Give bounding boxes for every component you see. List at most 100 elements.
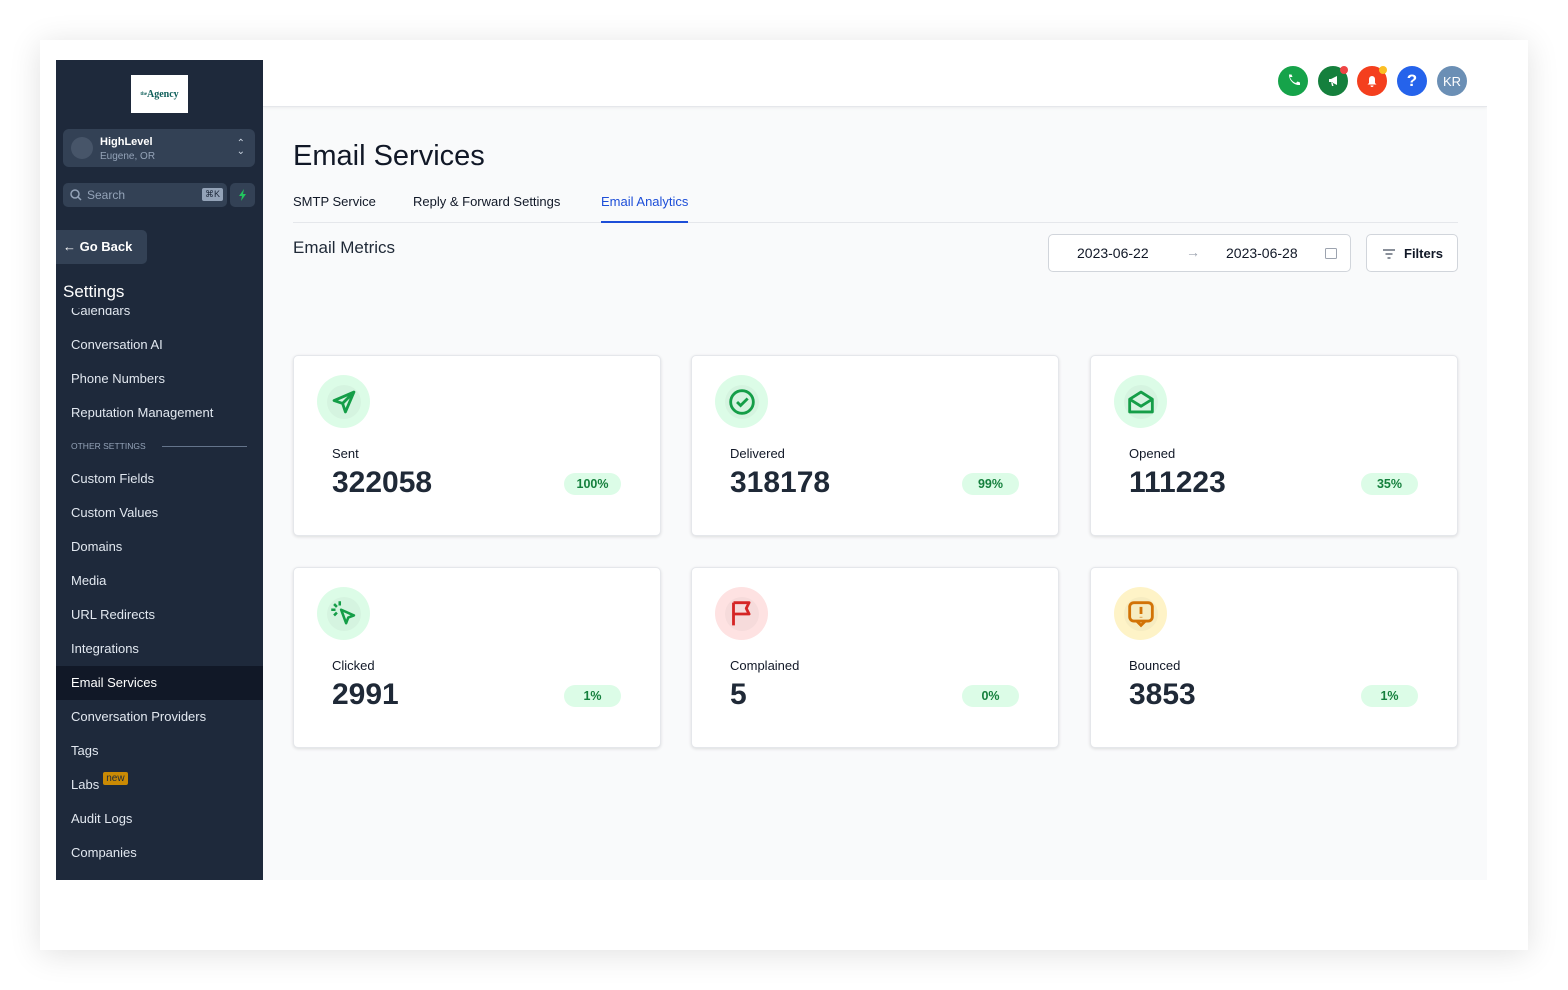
quick-action[interactable] <box>230 183 255 207</box>
nav-badge: new <box>103 772 128 785</box>
metric-icon <box>1114 375 1167 428</box>
logo-name: Agency <box>147 88 179 100</box>
nav-label: Custom Values <box>71 505 159 520</box>
calendar-icon <box>1325 248 1337 259</box>
section-title: Email Metrics <box>293 238 396 257</box>
nav-label: Audit Logs <box>71 811 133 826</box>
nav-item[interactable]: Labs new <box>56 768 263 802</box>
icon-glyph <box>1329 76 1337 86</box>
nav-label: Custom Fields <box>71 471 155 486</box>
icon-glyph <box>326 384 361 419</box>
metric-value: 3853 <box>1129 678 1196 711</box>
nav-item[interactable]: Audit Logs <box>56 802 263 836</box>
go-back-button[interactable]: ← Go Back <box>56 230 147 264</box>
metric-icon <box>317 375 370 428</box>
account-icon <box>71 137 93 159</box>
nav-item[interactable]: Conversation AI <box>56 328 263 362</box>
filter-icon <box>1383 249 1395 259</box>
nav-section: OTHER SETTINGS <box>56 430 263 462</box>
icon-glyph <box>724 384 759 419</box>
search-icon <box>70 189 82 201</box>
nav-item[interactable]: Email Services <box>56 666 263 700</box>
chevrons: ⌃ ⌄ <box>236 138 245 157</box>
icon-glyph <box>1123 384 1158 419</box>
metric-value: 5 <box>730 678 747 711</box>
metric-label: Bounced <box>1129 658 1181 673</box>
nav-item[interactable]: Media <box>56 564 263 598</box>
header-icon[interactable] <box>1357 66 1387 96</box>
metric-label: Opened <box>1129 446 1176 461</box>
logo-prefix: the <box>140 91 147 97</box>
metric-label: Clicked <box>332 658 375 673</box>
sidebar-title: Settings <box>63 282 125 301</box>
metric-label: Sent <box>332 446 359 461</box>
avatar[interactable]: KR <box>1437 66 1467 96</box>
tab[interactable]: Reply & Forward Settings <box>413 194 561 209</box>
nav-item[interactable]: URL Redirects <box>56 598 263 632</box>
nav-item[interactable]: Custom Fields <box>56 462 263 496</box>
help-button[interactable]: ? <box>1397 66 1427 96</box>
filters-label: Filters <box>1404 246 1444 261</box>
nav-label: Conversation AI <box>71 337 163 352</box>
account-switcher[interactable]: HighLevel Eugene, OR ⌃ ⌄ <box>63 129 255 167</box>
nav-item[interactable]: Calendars <box>56 308 263 328</box>
metric-value: 322058 <box>332 466 433 499</box>
go-back-label: Go Back <box>79 239 133 254</box>
app: the Agency HighLevel Eugene, OR ⌃ ⌄ Search… <box>56 60 1487 880</box>
metric-card: Clicked 2991 1% <box>293 567 661 748</box>
notification-dot <box>1340 66 1348 74</box>
search-shortcut: ⌘K <box>201 188 223 201</box>
nav-label: Phone Numbers <box>71 371 165 386</box>
nav-item[interactable]: Companies <box>56 836 263 870</box>
filters-button[interactable]: Filters <box>1366 234 1458 272</box>
search[interactable]: Search ⌘K <box>63 183 227 207</box>
account-location: Eugene, OR <box>100 151 156 162</box>
metric-card: Opened 111223 35% <box>1090 355 1458 536</box>
tab[interactable]: SMTP Service <box>293 194 376 209</box>
metric-percent: 1% <box>564 685 621 707</box>
icon-glyph <box>724 596 759 631</box>
nav-item[interactable]: Domains <box>56 530 263 564</box>
metric-card: Bounced 3853 1% <box>1090 567 1458 748</box>
metric-icon <box>1114 587 1167 640</box>
search-placeholder: Search <box>87 188 126 202</box>
nav-item[interactable]: Tags <box>56 734 263 768</box>
icon-glyph <box>1367 76 1377 87</box>
header-icon[interactable] <box>1318 66 1348 96</box>
nav-item[interactable]: Phone Numbers <box>56 362 263 396</box>
metric-percent: 0% <box>962 685 1019 707</box>
metric-icon <box>715 587 768 640</box>
nav-item[interactable]: Integrations <box>56 632 263 666</box>
metric-label: Delivered <box>730 446 785 461</box>
sidebar: the Agency HighLevel Eugene, OR ⌃ ⌄ Search… <box>56 60 263 880</box>
tab[interactable]: Email Analytics <box>601 194 689 223</box>
metric-value: 318178 <box>730 466 831 499</box>
nav-label: Email Services <box>71 675 157 690</box>
nav-label: Companies <box>71 845 137 860</box>
metric-card: Complained 5 0% <box>691 567 1059 748</box>
header-icon[interactable] <box>1278 66 1308 96</box>
icon-glyph <box>1123 596 1158 631</box>
metric-label: Complained <box>730 658 800 673</box>
topbar: ? KR <box>263 60 1487 107</box>
page-title: Email Services <box>293 140 485 172</box>
nav-label: Integrations <box>71 641 139 656</box>
metric-value: 111223 <box>1129 466 1226 499</box>
nav-label: Media <box>71 573 107 588</box>
nav-list: Calendars Conversation AI Phone Numbers Rep… <box>56 308 263 870</box>
date-range[interactable]: 2023-06-22 → 2023-06-28 <box>1048 234 1351 272</box>
nav-label: URL Redirects <box>71 607 156 622</box>
nav-label: Conversation Providers <box>71 709 207 724</box>
bolt-icon <box>239 189 246 201</box>
nav-item[interactable]: Reputation Management <box>56 396 263 430</box>
arrow: → <box>1186 244 1200 260</box>
nav: Calendars Conversation AI Phone Numbers Rep… <box>56 308 263 880</box>
account-name: HighLevel <box>100 136 153 148</box>
nav-item[interactable]: Custom Values <box>56 496 263 530</box>
nav-item[interactable]: Conversation Providers <box>56 700 263 734</box>
metric-percent: 99% <box>962 473 1019 495</box>
notification-dot <box>1379 66 1387 74</box>
icon-glyph <box>326 596 361 631</box>
metric-value: 2991 <box>332 678 399 711</box>
